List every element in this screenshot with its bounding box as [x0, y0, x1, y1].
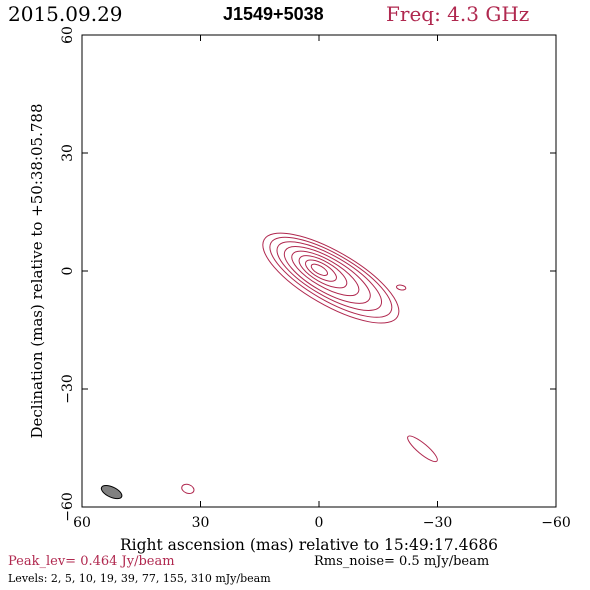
y-tick-label: 0 — [60, 267, 76, 276]
y-tick-label: 60 — [60, 26, 76, 44]
x-tick-label: −60 — [541, 515, 571, 531]
contour-level-6 — [298, 255, 348, 289]
contour-level-1 — [262, 232, 400, 324]
contour-level-5 — [291, 250, 360, 297]
ticks — [81, 34, 557, 508]
contour-component — [395, 284, 407, 291]
x-tick-label: 60 — [73, 515, 91, 531]
source-name: J1549+5038 — [223, 4, 324, 24]
contour-level-8 — [310, 263, 329, 276]
peak-level: Peak_lev= 0.464 Jy/beam — [8, 554, 175, 569]
contour-level-4 — [283, 246, 371, 304]
frequency-label: Freq: 4.3 GHz — [386, 2, 530, 26]
contour-component — [407, 435, 438, 463]
y-axis-label: Declination (mas) relative to +50:38:05.… — [28, 103, 46, 438]
y-tick-label: −30 — [60, 374, 76, 404]
contour-level-7 — [305, 259, 337, 282]
plot-frame — [81, 34, 557, 508]
contour-component — [181, 483, 195, 495]
contour-level-3 — [276, 241, 383, 311]
x-tick-label: 0 — [315, 515, 324, 531]
observation-date: 2015.09.29 — [8, 2, 123, 26]
x-tick-label: 30 — [192, 515, 210, 531]
y-tick-label: 30 — [60, 144, 76, 162]
x-axis-label: Right ascension (mas) relative to 15:49:… — [120, 536, 498, 554]
contours — [100, 232, 438, 500]
y-tick-label: −60 — [60, 492, 76, 522]
beam-ellipse — [100, 484, 123, 500]
rms-noise: Rms_noise= 0.5 mJy/beam — [314, 554, 490, 569]
contour-levels: Levels: 2, 5, 10, 19, 39, 77, 155, 310 m… — [8, 572, 271, 585]
x-tick-label: −30 — [423, 515, 453, 531]
contour-level-2 — [269, 236, 393, 318]
